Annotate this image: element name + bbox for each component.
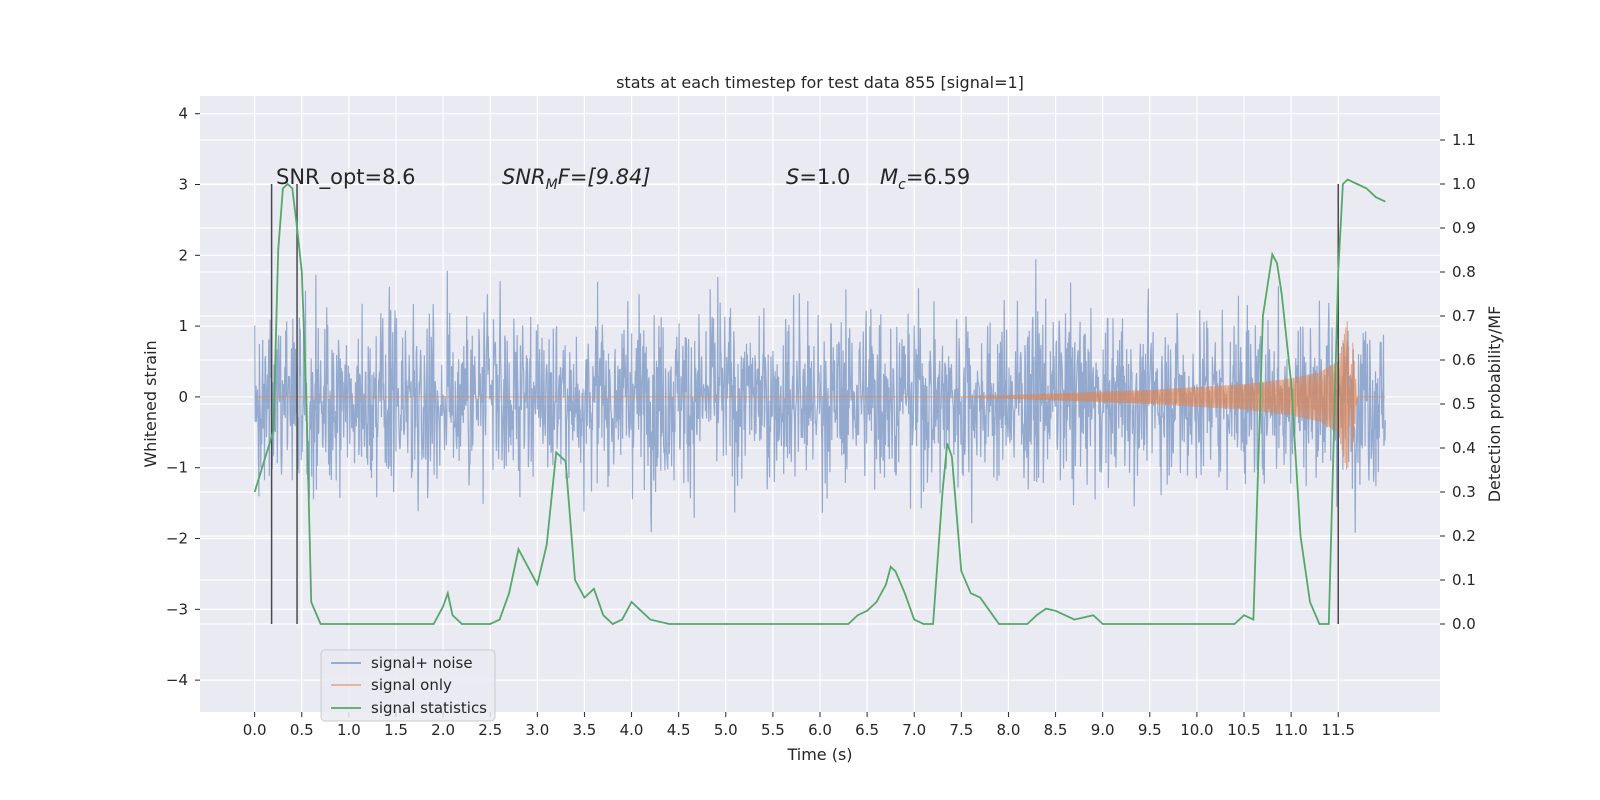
- x-tick-label: 1.5: [384, 721, 408, 739]
- y-tick-label: 0: [178, 388, 188, 406]
- y-right-tick-label: 0.3: [1452, 483, 1476, 501]
- x-tick-label: 6.5: [855, 721, 879, 739]
- y-axis-right-ticks: 0.0 0.1 0.2 0.3 0.4 0.5 0.6 0.7 0.8 0.9 1.0 1.1: [1440, 131, 1476, 633]
- x-tick-label: 2.0: [431, 721, 455, 739]
- x-tick-label: 2.5: [478, 721, 502, 739]
- x-tick-label: 7.5: [949, 721, 973, 739]
- annotation-snr-mf-subscript: M: [546, 177, 558, 193]
- y-right-tick-label: 0.2: [1452, 527, 1476, 545]
- chart-title: stats at each timestep for test data 855…: [616, 73, 1024, 92]
- x-tick-label: 5.5: [761, 721, 785, 739]
- y-tick-label: 1: [178, 317, 188, 335]
- x-axis-ticks: 0.0 0.5 1.0 1.5 2.0 2.5 3.0 3.5 4.0 4.5 5.0 5.5 6.0 6…: [243, 712, 1355, 739]
- y-axis-right-label: Detection probability/MF: [1485, 306, 1504, 503]
- y-right-tick-label: 1.0: [1452, 175, 1476, 193]
- annotation-mc-symbol: M: [880, 165, 898, 189]
- y-axis-label: Whitened strain: [141, 340, 160, 467]
- x-tick-label: 10.5: [1227, 721, 1260, 739]
- x-tick-label: 5.0: [714, 721, 738, 739]
- y-right-tick-label: 0.4: [1452, 439, 1476, 457]
- x-tick-label: 4.5: [667, 721, 691, 739]
- y-tick-label: −3: [166, 600, 188, 618]
- x-tick-label: 6.0: [808, 721, 832, 739]
- y-right-tick-label: 0.9: [1452, 219, 1476, 237]
- x-tick-label: 9.5: [1138, 721, 1162, 739]
- x-tick-label: 0.5: [290, 721, 314, 739]
- annotation-snr-mf-symbol: SNR: [502, 165, 546, 189]
- x-tick-label: 0.0: [243, 721, 267, 739]
- y-tick-label: −4: [166, 671, 188, 689]
- y-axis-ticks: 4 3 2 1 0 −1 −2 −3 −4: [166, 105, 200, 689]
- y-tick-label: 2: [178, 246, 188, 264]
- y-tick-label: −2: [166, 530, 188, 548]
- y-right-tick-label: 0.1: [1452, 571, 1476, 589]
- y-right-tick-label: 0.6: [1452, 351, 1476, 369]
- y-right-tick-label: 1.1: [1452, 131, 1476, 149]
- signal-statistics-line: [253, 178, 1386, 626]
- legend-label-signal-statistics: signal statistics: [371, 699, 487, 717]
- x-tick-label: 10.0: [1180, 721, 1213, 739]
- annotation-mc-subscript: c: [898, 177, 906, 193]
- annotation-s-symbol: S: [786, 165, 799, 189]
- y-tick-label: −1: [166, 459, 188, 477]
- y-tick-label: 3: [178, 176, 188, 194]
- x-tick-label: 8.5: [1044, 721, 1068, 739]
- annotation-s-value: =1.0: [799, 165, 850, 189]
- annotation-snr-opt: SNR_opt=8.6: [276, 165, 416, 190]
- x-tick-label: 3.0: [525, 721, 549, 739]
- signal-noise-line: [254, 259, 1386, 533]
- legend-box: [320, 649, 496, 722]
- y-right-tick-label: 0.0: [1452, 615, 1476, 633]
- x-tick-label: 7.0: [902, 721, 926, 739]
- y-right-tick-label: 0.5: [1452, 395, 1476, 413]
- signal-only-line: [254, 321, 1386, 470]
- y-tick-label: 4: [178, 105, 188, 123]
- annotation-snr-mf: SNRMF=[9.84]: [502, 165, 651, 193]
- legend-label-signal-noise: signal+ noise: [371, 654, 473, 672]
- x-tick-label: 9.0: [1091, 721, 1115, 739]
- x-tick-label: 8.0: [997, 721, 1021, 739]
- x-tick-label: 3.5: [573, 721, 597, 739]
- x-tick-label: 11.5: [1322, 721, 1355, 739]
- x-tick-label: 11.0: [1274, 721, 1307, 739]
- y-right-tick-label: 0.7: [1452, 307, 1476, 325]
- annotation-mc-value: =6.59: [906, 165, 970, 189]
- legend: signal+ noise signal only signal statist…: [320, 649, 496, 722]
- y-right-tick-label: 0.8: [1452, 263, 1476, 281]
- series-signal-statistics: [253, 178, 1386, 626]
- legend-label-signal-only: signal only: [371, 676, 452, 694]
- x-axis-label: Time (s): [786, 745, 852, 764]
- series-signal-noise: [254, 259, 1386, 533]
- x-tick-label: 4.0: [620, 721, 644, 739]
- annotation-mc: Mc=6.59: [880, 165, 970, 193]
- annotation-s: S=1.0: [786, 165, 850, 189]
- series-signal-only: [254, 321, 1386, 470]
- annotation-snr-mf-rest: F=[9.84]: [558, 165, 651, 189]
- x-tick-label: 1.0: [337, 721, 361, 739]
